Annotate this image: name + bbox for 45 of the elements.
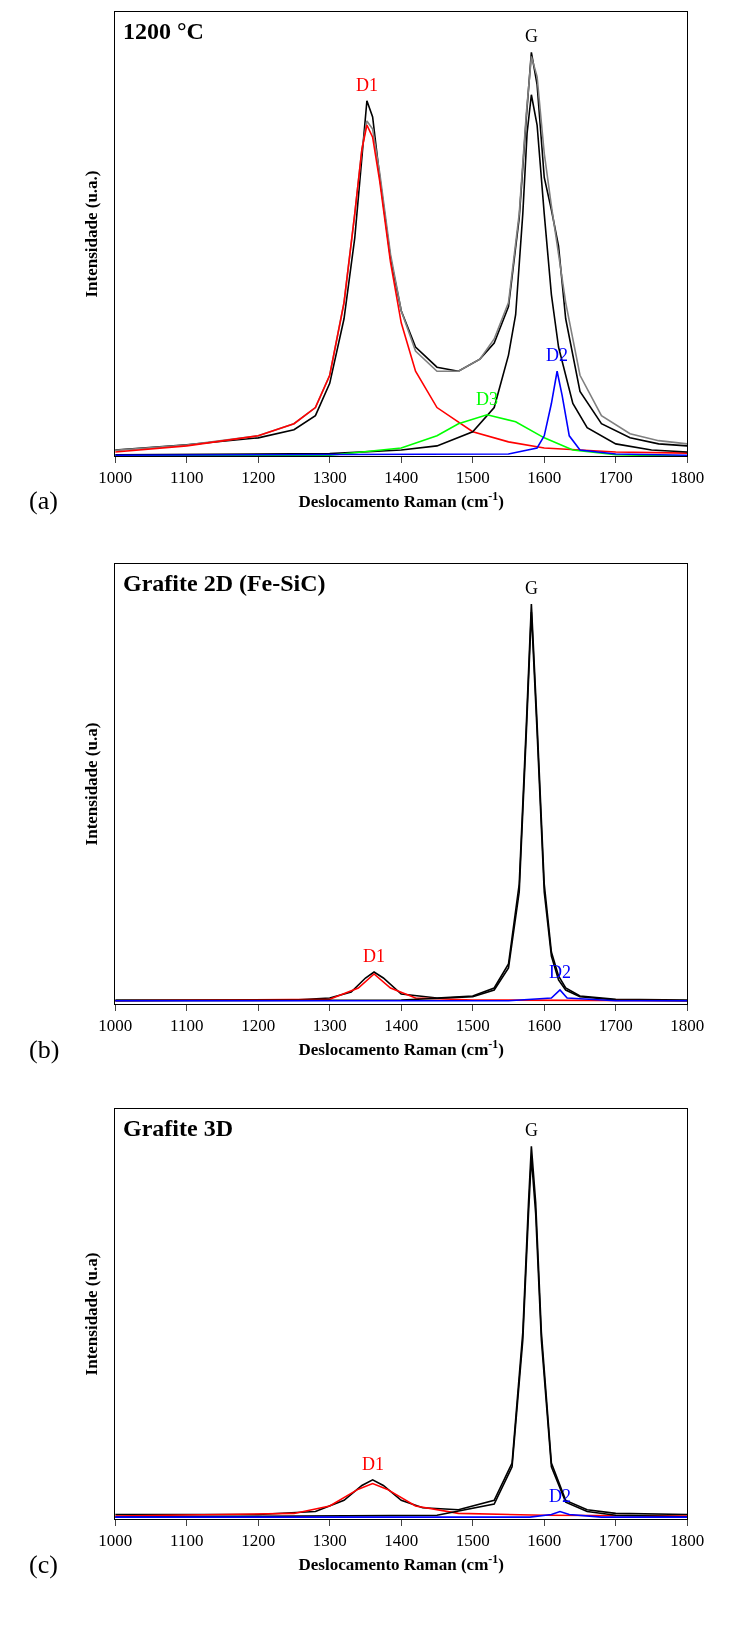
series-label: D1 — [362, 1454, 384, 1474]
text: (c) — [29, 1550, 58, 1579]
text: (a) — [29, 486, 58, 515]
text: G — [525, 26, 538, 46]
x-tick-label: 1400 — [384, 1531, 419, 1551]
x-tick-label: 1400 — [384, 468, 419, 488]
x-tick-label: 1200 — [241, 1531, 276, 1551]
x-tick-label: 1000 — [98, 1531, 133, 1551]
x-tick-label: 1800 — [670, 468, 705, 488]
x-axis-title: Deslocamento Raman (cm$^{-1}$) — [298, 1551, 504, 1574]
x-axis-title: Deslocamento Raman (cm$^{-1}$) — [298, 488, 504, 511]
series-label: G — [525, 1120, 538, 1140]
x-tick-label: 1600 — [527, 1531, 562, 1551]
chart-title: Grafite 3D — [123, 1115, 233, 1141]
series-label: G — [525, 578, 538, 598]
x-tick-label: 1600 — [527, 468, 562, 488]
x-tick-label: 1700 — [598, 1531, 633, 1551]
x-tick-label: 1800 — [670, 1016, 705, 1036]
x-tick-label: 1200 — [241, 468, 276, 488]
x-tick-label: 1800 — [670, 1531, 705, 1551]
x-tick-label: 1300 — [312, 1531, 347, 1551]
chart-title: Grafite 2D (Fe-SiC) — [123, 570, 326, 596]
x-tick-label: 1700 — [598, 468, 633, 488]
x-tick-label: 1100 — [170, 1016, 204, 1036]
x-tick-label: 1200 — [241, 1016, 276, 1036]
y-axis-title: Intensidade (u.a) — [81, 722, 101, 846]
x-tick-label: 1100 — [170, 468, 204, 488]
x-tick-label: 1000 — [98, 1016, 133, 1036]
series-label: D1 — [363, 946, 385, 966]
x-tick-label: 1600 — [527, 1016, 562, 1036]
x-axis-title: Deslocamento Raman (cm$^{-1}$) — [298, 1036, 504, 1059]
x-tick-label: 1300 — [312, 1016, 347, 1036]
x-tick-label: 1500 — [455, 468, 490, 488]
x-tick-label: 1300 — [312, 468, 347, 488]
x-tick-label: 1400 — [384, 1016, 419, 1036]
x-tick-label: 1100 — [170, 1531, 204, 1551]
x-tick-label: 1700 — [598, 1016, 633, 1036]
y-axis-title: Intensidade (u.a.) — [81, 170, 101, 298]
y-axis-title: Intensidade (u.a) — [81, 1252, 101, 1376]
x-tick-label: 1000 — [98, 468, 133, 488]
series-label: D1 — [356, 75, 378, 95]
x-tick-label: 1500 — [455, 1016, 490, 1036]
text: (b) — [29, 1035, 60, 1064]
chart-title: 1200 °C — [123, 18, 204, 44]
x-tick-label: 1500 — [455, 1531, 490, 1551]
